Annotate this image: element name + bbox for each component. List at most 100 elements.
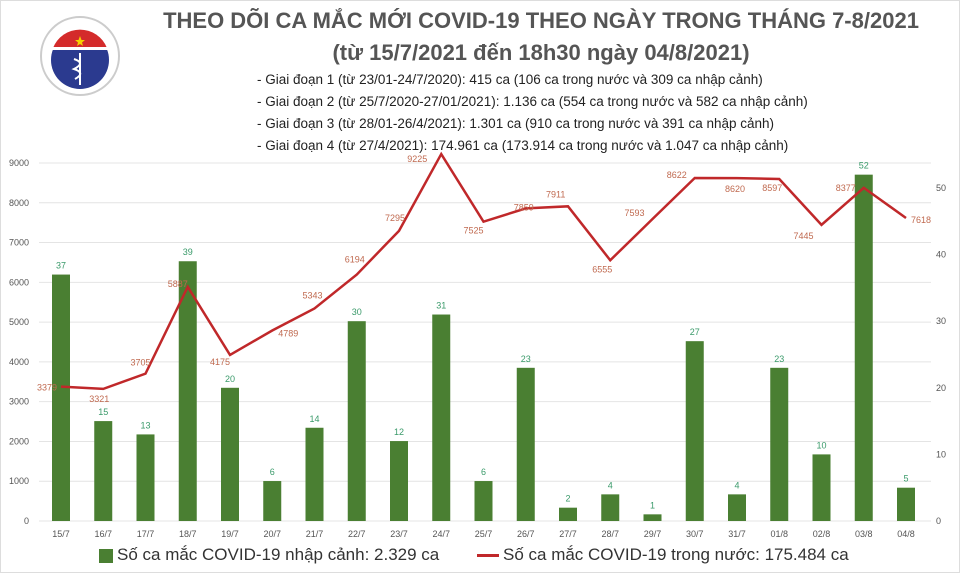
legend-swatch-bar xyxy=(99,548,113,563)
line-data-label: 3379 xyxy=(37,383,57,393)
bar-data-label: 30 xyxy=(352,307,362,317)
line-data-label: 8597 xyxy=(762,183,782,193)
right-axis-tick-label: 50 xyxy=(936,183,946,193)
line-data-label: 6194 xyxy=(345,255,365,265)
left-axis-tick-label: 5000 xyxy=(9,317,29,327)
line-data-label: 8377 xyxy=(836,183,856,193)
right-axis-tick-label: 30 xyxy=(936,316,946,326)
bar-imported xyxy=(854,174,873,521)
bar-data-label: 1 xyxy=(650,500,655,510)
x-axis-tick-label: 30/7 xyxy=(686,529,704,539)
line-data-label: 3705 xyxy=(131,358,151,368)
bar-imported xyxy=(136,434,155,521)
x-axis-tick-label: 17/7 xyxy=(137,529,155,539)
right-axis-tick-label: 10 xyxy=(936,449,946,459)
legend-swatch-line xyxy=(477,554,499,558)
x-axis-tick-label: 25/7 xyxy=(475,529,493,539)
chart-subtitle: (từ 15/7/2021 đến 18h30 ngày 04/8/2021) xyxy=(332,40,750,65)
bar-data-label: 4 xyxy=(608,480,613,490)
line-data-label: 4175 xyxy=(210,357,230,367)
line-data-label: 4789 xyxy=(278,329,298,339)
bar-imported xyxy=(432,314,451,521)
bar-data-label: 12 xyxy=(394,427,404,437)
bar-imported xyxy=(643,514,662,521)
stage-note-4: - Giai đoạn 4 (từ 27/4/2021): 174.961 ca… xyxy=(257,138,789,153)
legend-item-domestic: Số ca mắc COVID-19 trong nước: 175.484 c… xyxy=(477,545,849,565)
bar-data-label: 15 xyxy=(98,407,108,417)
bar-imported xyxy=(516,367,535,521)
x-axis-tick-label: 20/7 xyxy=(263,529,281,539)
x-axis-tick-label: 28/7 xyxy=(601,529,619,539)
bar-imported xyxy=(221,387,239,521)
right-axis-tick-label: 20 xyxy=(936,383,946,393)
line-data-label: 5887 xyxy=(168,279,188,289)
x-axis-tick-label: 31/7 xyxy=(728,529,746,539)
ministry-of-health-logo xyxy=(40,16,120,96)
bar-imported xyxy=(559,507,577,521)
bar-data-label: 27 xyxy=(690,327,700,337)
bar-data-label: 13 xyxy=(140,420,150,430)
stage-note-2: - Giai đoạn 2 (từ 25/7/2020-27/01/2021):… xyxy=(257,94,808,109)
line-data-label: 3321 xyxy=(89,394,109,404)
bar-imported xyxy=(263,481,282,521)
bar-data-label: 37 xyxy=(56,261,66,271)
bar-imported xyxy=(178,261,197,521)
bar-data-label: 39 xyxy=(183,247,193,257)
x-axis-tick-label: 29/7 xyxy=(644,529,662,539)
x-axis-tick-label: 16/7 xyxy=(94,529,112,539)
left-axis-tick-label: 6000 xyxy=(9,277,29,287)
bar-imported xyxy=(305,427,324,521)
stage-note-1: - Giai đoạn 1 (từ 23/01-24/7/2020): 415 … xyxy=(257,72,763,87)
line-data-label: 7911 xyxy=(546,189,565,199)
line-data-label: 8620 xyxy=(725,184,745,194)
bar-imported xyxy=(347,321,366,521)
bar-imported xyxy=(52,274,70,521)
legend-label-domestic: Số ca mắc COVID-19 trong nước: 175.484 c… xyxy=(503,545,849,564)
bar-imported xyxy=(474,481,493,521)
x-axis-tick-label: 02/8 xyxy=(813,529,831,539)
bar-data-label: 4 xyxy=(734,480,739,490)
bar-data-label: 31 xyxy=(436,301,446,311)
x-axis-tick-label: 22/7 xyxy=(348,529,366,539)
left-axis-tick-label: 8000 xyxy=(9,198,29,208)
line-data-label: 6555 xyxy=(592,264,612,274)
bar-data-label: 5 xyxy=(903,474,908,484)
bar-imported xyxy=(812,454,831,521)
right-axis-tick-label: 0 xyxy=(936,516,941,526)
bar-data-label: 23 xyxy=(521,354,531,364)
legend-label-imported: Số ca mắc COVID-19 nhập cảnh: 2.329 ca xyxy=(117,545,440,564)
left-axis-tick-label: 1000 xyxy=(9,476,29,486)
legend-item-imported: Số ca mắc COVID-19 nhập cảnh: 2.329 ca xyxy=(99,545,439,565)
line-data-label: 8622 xyxy=(667,170,687,180)
bar-data-label: 20 xyxy=(225,374,235,384)
line-data-label: 7445 xyxy=(794,231,814,241)
left-axis-tick-label: 7000 xyxy=(9,238,29,248)
line-data-label: 7859 xyxy=(514,202,534,212)
line-data-label: 7295 xyxy=(385,213,405,223)
line-data-label: 9225 xyxy=(407,154,427,164)
x-axis-tick-label: 24/7 xyxy=(432,529,450,539)
x-axis-tick-label: 26/7 xyxy=(517,529,535,539)
x-axis-tick-label: 04/8 xyxy=(897,529,915,539)
bar-data-label: 6 xyxy=(270,467,275,477)
bar-imported xyxy=(897,487,915,521)
bar-data-label: 14 xyxy=(309,414,319,424)
x-axis-tick-label: 23/7 xyxy=(390,529,408,539)
line-data-label: 7525 xyxy=(464,226,484,236)
x-axis-tick-label: 19/7 xyxy=(221,529,239,539)
bar-imported xyxy=(685,341,704,521)
x-axis-tick-label: 15/7 xyxy=(52,529,70,539)
left-axis-tick-label: 0 xyxy=(24,516,29,526)
bar-imported xyxy=(601,494,620,521)
left-axis-tick-label: 2000 xyxy=(9,436,29,446)
left-axis-tick-label: 4000 xyxy=(9,357,29,367)
x-axis-tick-label: 18/7 xyxy=(179,529,197,539)
bar-imported xyxy=(94,421,113,521)
line-data-label: 7593 xyxy=(625,208,645,218)
bar-data-label: 2 xyxy=(565,494,570,504)
bar-data-label: 10 xyxy=(816,440,826,450)
x-axis-tick-label: 27/7 xyxy=(559,529,577,539)
stage-note-3: - Giai đoạn 3 (từ 28/01-26/4/2021): 1.30… xyxy=(257,116,775,131)
